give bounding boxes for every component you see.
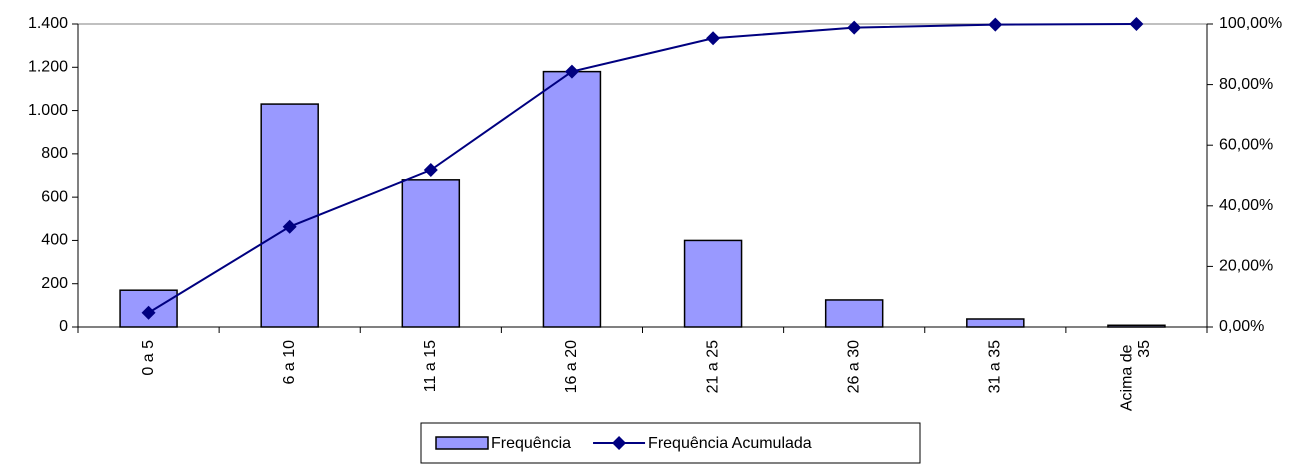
x-tick-label: 6 a 10: [281, 340, 298, 385]
bar: [260, 103, 319, 328]
marker: [423, 163, 438, 178]
y2-tick-label: 60,00%: [1219, 136, 1273, 153]
y-tick-label: 800: [41, 145, 68, 162]
marker: [847, 20, 862, 35]
legend-marker: [612, 436, 627, 450]
marker: [1129, 17, 1144, 31]
bar: [401, 179, 461, 328]
legend-swatch: [435, 436, 489, 450]
x-tick-label: 11 a 15: [422, 340, 439, 392]
y2-tick-label: 80,00%: [1219, 76, 1273, 93]
marker: [141, 305, 156, 320]
legend: [420, 422, 921, 464]
y-tick-label: 600: [41, 188, 68, 205]
y-tick-label: 1.000: [28, 102, 68, 119]
y-tick-label: 1.400: [28, 15, 68, 32]
y-tick-label: 400: [41, 232, 68, 249]
line: [148, 23, 1137, 314]
bar: [966, 318, 1025, 328]
y-tick-label: 0: [59, 318, 68, 335]
legend-label: Frequência: [491, 435, 571, 452]
bar: [824, 299, 884, 328]
x-tick-label: 26 a 30: [845, 340, 862, 393]
x-tick-label: 0 a 5: [140, 340, 157, 376]
bar: [542, 70, 602, 328]
y2-tick-label: 20,00%: [1219, 258, 1273, 275]
x-tick-label: 21 a 25: [704, 340, 721, 393]
y2-tick-label: 40,00%: [1219, 197, 1273, 214]
marker: [706, 31, 721, 46]
x-tick-label: 31 a 35: [987, 340, 1004, 393]
y2-tick-label: 0,00%: [1219, 318, 1264, 335]
y2-tick-label: 100,00%: [1219, 15, 1282, 32]
legend-label: Frequência Acumulada: [648, 435, 812, 452]
x-tick-label: 16 a 20: [563, 340, 580, 393]
marker: [282, 219, 297, 234]
y-tick-label: 1.200: [28, 59, 68, 76]
bar: [683, 239, 743, 328]
x-tick-label: Acima de 35: [1119, 340, 1154, 411]
marker: [564, 64, 579, 79]
marker: [988, 17, 1003, 32]
y-tick-label: 200: [41, 275, 68, 292]
